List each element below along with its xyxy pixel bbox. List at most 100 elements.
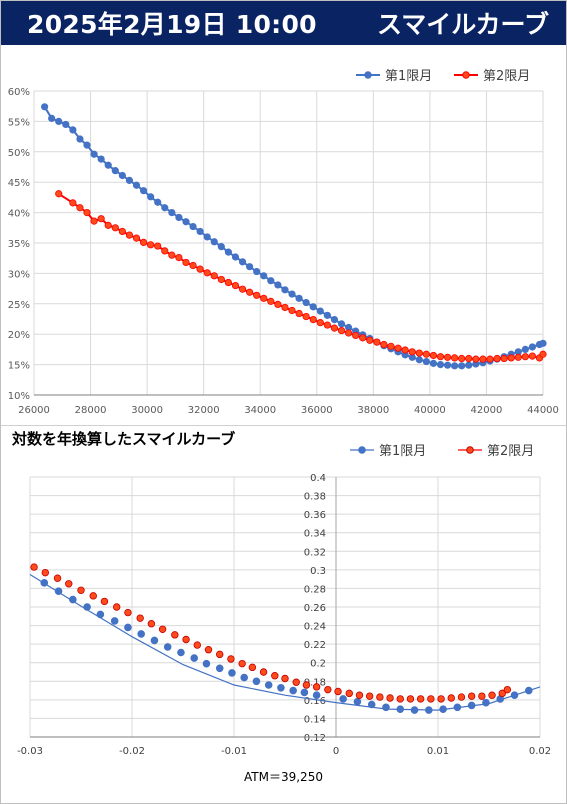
data-point — [334, 687, 342, 696]
data-point — [111, 224, 119, 232]
data-point — [510, 691, 519, 700]
data-point — [387, 342, 395, 350]
x-tick-label: 30000 — [131, 405, 163, 416]
data-point — [408, 348, 416, 356]
x-tick-label: 0.01 — [427, 746, 449, 757]
data-point — [352, 331, 360, 340]
legend-marker — [358, 446, 366, 454]
x-tick-label: 34000 — [244, 405, 276, 416]
data-point — [514, 353, 522, 361]
data-point — [118, 171, 126, 180]
data-point — [344, 329, 353, 337]
data-point — [451, 362, 459, 370]
data-point — [168, 209, 176, 217]
data-point — [154, 198, 162, 206]
data-point — [353, 697, 362, 706]
y-tick-label: 0.22 — [304, 640, 326, 651]
data-point — [259, 668, 268, 676]
data-point — [193, 641, 201, 649]
data-point — [439, 705, 447, 713]
data-point — [139, 238, 148, 246]
data-point — [147, 241, 155, 249]
data-point — [503, 685, 512, 694]
data-point — [507, 354, 515, 362]
data-point — [457, 693, 466, 701]
data-point — [65, 580, 73, 588]
data-point — [217, 275, 225, 284]
data-point — [451, 354, 459, 362]
data-point — [488, 691, 496, 699]
data-point — [396, 695, 404, 703]
data-point — [309, 303, 317, 311]
x-tick-label: 36000 — [301, 405, 333, 416]
data-point — [90, 217, 98, 225]
x-tick-label: 26000 — [18, 405, 50, 416]
data-point — [48, 114, 56, 122]
data-point — [260, 272, 268, 280]
y-tick-label: 25% — [8, 300, 30, 311]
data-point — [367, 700, 376, 709]
data-point — [355, 691, 364, 699]
data-point — [521, 353, 529, 361]
data-point — [465, 354, 473, 363]
header-date-time: 2025年2月19日 10:00 — [27, 10, 317, 39]
data-point — [524, 686, 533, 695]
data-point — [62, 120, 70, 129]
y-tick-label: 0.16 — [304, 696, 326, 707]
data-point — [202, 659, 211, 668]
data-point — [182, 258, 190, 267]
x-tick-label: 40000 — [414, 405, 446, 416]
data-point — [100, 597, 109, 606]
data-point — [429, 351, 438, 360]
data-point — [77, 586, 85, 594]
data-point — [443, 353, 452, 361]
y-tick-label: 55% — [8, 117, 30, 128]
data-point — [224, 278, 233, 287]
data-point — [267, 297, 275, 305]
data-point — [132, 181, 141, 189]
data-point — [168, 251, 176, 259]
x-tick-label: 42000 — [471, 405, 503, 416]
data-point — [323, 311, 331, 319]
data-point — [69, 126, 77, 134]
data-point — [238, 258, 247, 266]
data-point — [216, 650, 224, 659]
y-tick-label: 20% — [8, 330, 30, 341]
data-point — [302, 681, 311, 689]
data-point — [163, 643, 172, 651]
section-divider — [1, 425, 566, 426]
data-point — [376, 693, 384, 701]
data-point — [316, 319, 324, 327]
data-point — [41, 568, 49, 577]
data-point — [427, 695, 435, 703]
data-point — [539, 350, 547, 358]
data-point — [447, 694, 455, 702]
data-point — [295, 294, 303, 302]
data-point — [154, 242, 162, 250]
data-point — [366, 336, 374, 344]
data-point — [147, 620, 156, 628]
x-tick-label: 0 — [333, 746, 339, 757]
data-point — [437, 695, 445, 703]
data-point — [150, 636, 159, 645]
data-point — [189, 261, 197, 270]
data-point — [112, 603, 121, 611]
data-point — [436, 353, 445, 361]
data-point — [365, 692, 374, 700]
legend-marker — [462, 71, 470, 79]
data-point — [316, 307, 324, 315]
y-tick-label: 0.12 — [304, 733, 326, 744]
data-point — [231, 253, 240, 261]
data-point — [443, 361, 452, 369]
data-point — [253, 267, 261, 276]
data-point — [396, 705, 405, 713]
data-point — [281, 286, 289, 294]
y-tick-label: 35% — [8, 239, 30, 250]
data-point — [158, 625, 167, 633]
data-point — [189, 222, 197, 231]
data-point — [458, 354, 466, 363]
y-tick-label: 0.36 — [304, 510, 326, 521]
data-point — [467, 692, 476, 700]
data-point — [96, 610, 105, 619]
data-point — [274, 300, 282, 309]
